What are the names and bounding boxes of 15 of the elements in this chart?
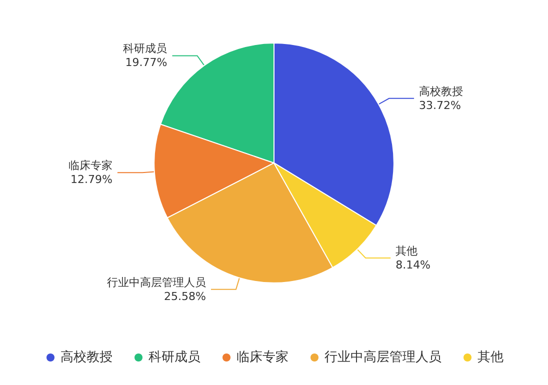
slice-label: 科研成员: [123, 42, 168, 56]
slice-label: 行业中高层管理人员: [107, 276, 206, 289]
slice-label: 临床专家: [68, 159, 112, 172]
legend-label: 科研成员: [148, 350, 200, 365]
data-label: 8.14%: [396, 258, 431, 272]
data-label: 19.77%: [125, 56, 168, 70]
data-label: 25.58%: [164, 290, 206, 303]
legend-label: 临床专家: [236, 349, 288, 365]
legend-label: 高校教授: [60, 349, 112, 365]
slice-label: 其他: [396, 244, 418, 258]
slice-label: 高校教授: [419, 84, 464, 98]
legend-label: 其他: [478, 350, 504, 365]
legend-label: 行业中高层管理人员: [324, 349, 442, 365]
data-label: 12.79%: [70, 173, 112, 186]
data-label: 33.72%: [419, 98, 461, 112]
